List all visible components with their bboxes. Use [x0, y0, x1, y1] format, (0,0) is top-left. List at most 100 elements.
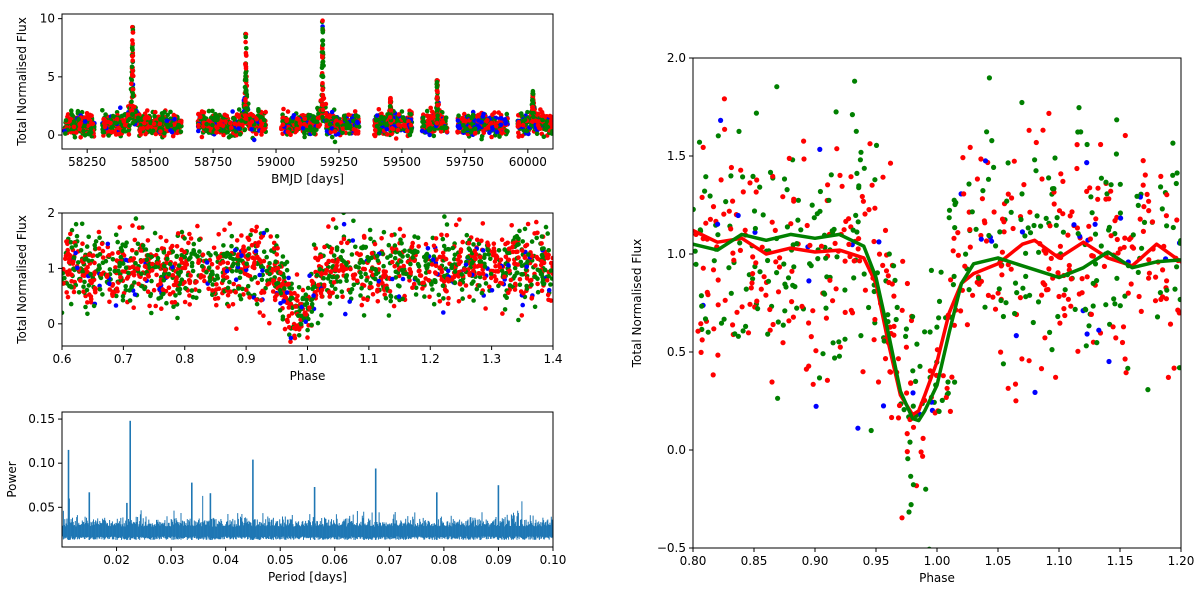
data-point — [241, 292, 246, 297]
data-point — [487, 284, 492, 290]
data-point — [201, 124, 206, 129]
data-point — [130, 264, 136, 270]
data-point — [305, 335, 310, 340]
data-point — [344, 261, 349, 266]
data-point — [327, 301, 333, 306]
data-point — [117, 120, 123, 125]
data-point — [107, 267, 113, 272]
data-point — [91, 303, 97, 309]
data-point — [529, 239, 535, 244]
data-point — [253, 131, 259, 137]
data-point — [297, 121, 303, 126]
x-axis-label: Phase — [290, 369, 326, 383]
data-point — [351, 118, 356, 124]
data-point — [101, 133, 106, 138]
data-point — [305, 285, 311, 291]
data-point — [183, 285, 188, 291]
data-point — [464, 232, 470, 238]
data-point — [353, 264, 359, 269]
data-point — [275, 265, 281, 271]
data-point — [130, 87, 136, 92]
data-point — [256, 107, 261, 112]
data-point — [333, 266, 338, 272]
data-point — [214, 130, 219, 135]
data-point — [444, 129, 450, 134]
data-point — [549, 121, 553, 127]
data-point — [235, 253, 241, 259]
data-point — [353, 244, 358, 250]
data-point — [216, 232, 221, 237]
data-point — [388, 294, 394, 300]
data-point — [489, 120, 494, 126]
data-point — [126, 270, 131, 276]
data-point — [525, 109, 530, 115]
data-point — [151, 121, 157, 127]
data-point — [243, 73, 248, 79]
data-point — [432, 278, 437, 283]
data-point — [408, 122, 414, 128]
data-point — [530, 111, 535, 116]
data-point — [69, 112, 74, 117]
data-point — [376, 107, 382, 112]
data-point — [355, 120, 361, 126]
data-point — [320, 38, 326, 43]
axes-frame — [61, 13, 554, 150]
data-point — [420, 286, 425, 291]
data-point — [534, 131, 540, 137]
data-point — [161, 291, 166, 297]
data-point — [206, 118, 211, 124]
data-point — [453, 222, 459, 228]
data-point — [415, 235, 421, 240]
data-point — [311, 242, 317, 247]
data-point — [145, 289, 151, 295]
data-point — [130, 111, 135, 117]
x-tick-label: 0.8 — [175, 352, 194, 366]
data-point — [381, 273, 386, 279]
data-point — [85, 300, 90, 305]
data-point — [100, 255, 106, 260]
data-point — [189, 260, 195, 266]
data-point — [503, 121, 509, 126]
data-point — [345, 240, 350, 246]
data-point — [443, 256, 449, 262]
data-point — [96, 246, 102, 251]
data-point — [145, 273, 151, 278]
data-point — [431, 301, 437, 307]
data-point — [110, 293, 115, 299]
data-point — [267, 271, 273, 277]
data-point — [295, 298, 300, 303]
data-point — [125, 274, 131, 280]
data-point — [540, 279, 545, 285]
data-point — [443, 288, 449, 294]
data-point — [351, 282, 357, 288]
data-point — [457, 217, 462, 222]
data-point — [85, 311, 90, 317]
data-point — [282, 326, 288, 332]
data-point — [516, 119, 521, 125]
data-point — [260, 268, 265, 273]
data-point — [421, 123, 427, 129]
data-point — [140, 126, 146, 131]
data-point — [88, 300, 94, 305]
data-point — [424, 266, 430, 271]
data-point — [150, 261, 155, 267]
data-point — [388, 108, 394, 113]
periodogram-series — [62, 420, 553, 540]
data-point — [82, 133, 88, 138]
data-point — [522, 226, 528, 232]
data-point — [473, 256, 478, 262]
data-point — [231, 281, 236, 287]
data-point — [334, 245, 340, 250]
data-point — [92, 260, 97, 266]
data-point — [261, 117, 267, 123]
data-point — [64, 269, 70, 275]
data-point — [100, 292, 105, 297]
x-tick-label: 1.0 — [298, 352, 317, 366]
data-point — [285, 109, 291, 114]
data-point — [477, 283, 482, 288]
data-point — [358, 270, 363, 276]
data-point — [507, 283, 513, 288]
data-point — [378, 121, 383, 127]
data-point — [75, 260, 81, 265]
